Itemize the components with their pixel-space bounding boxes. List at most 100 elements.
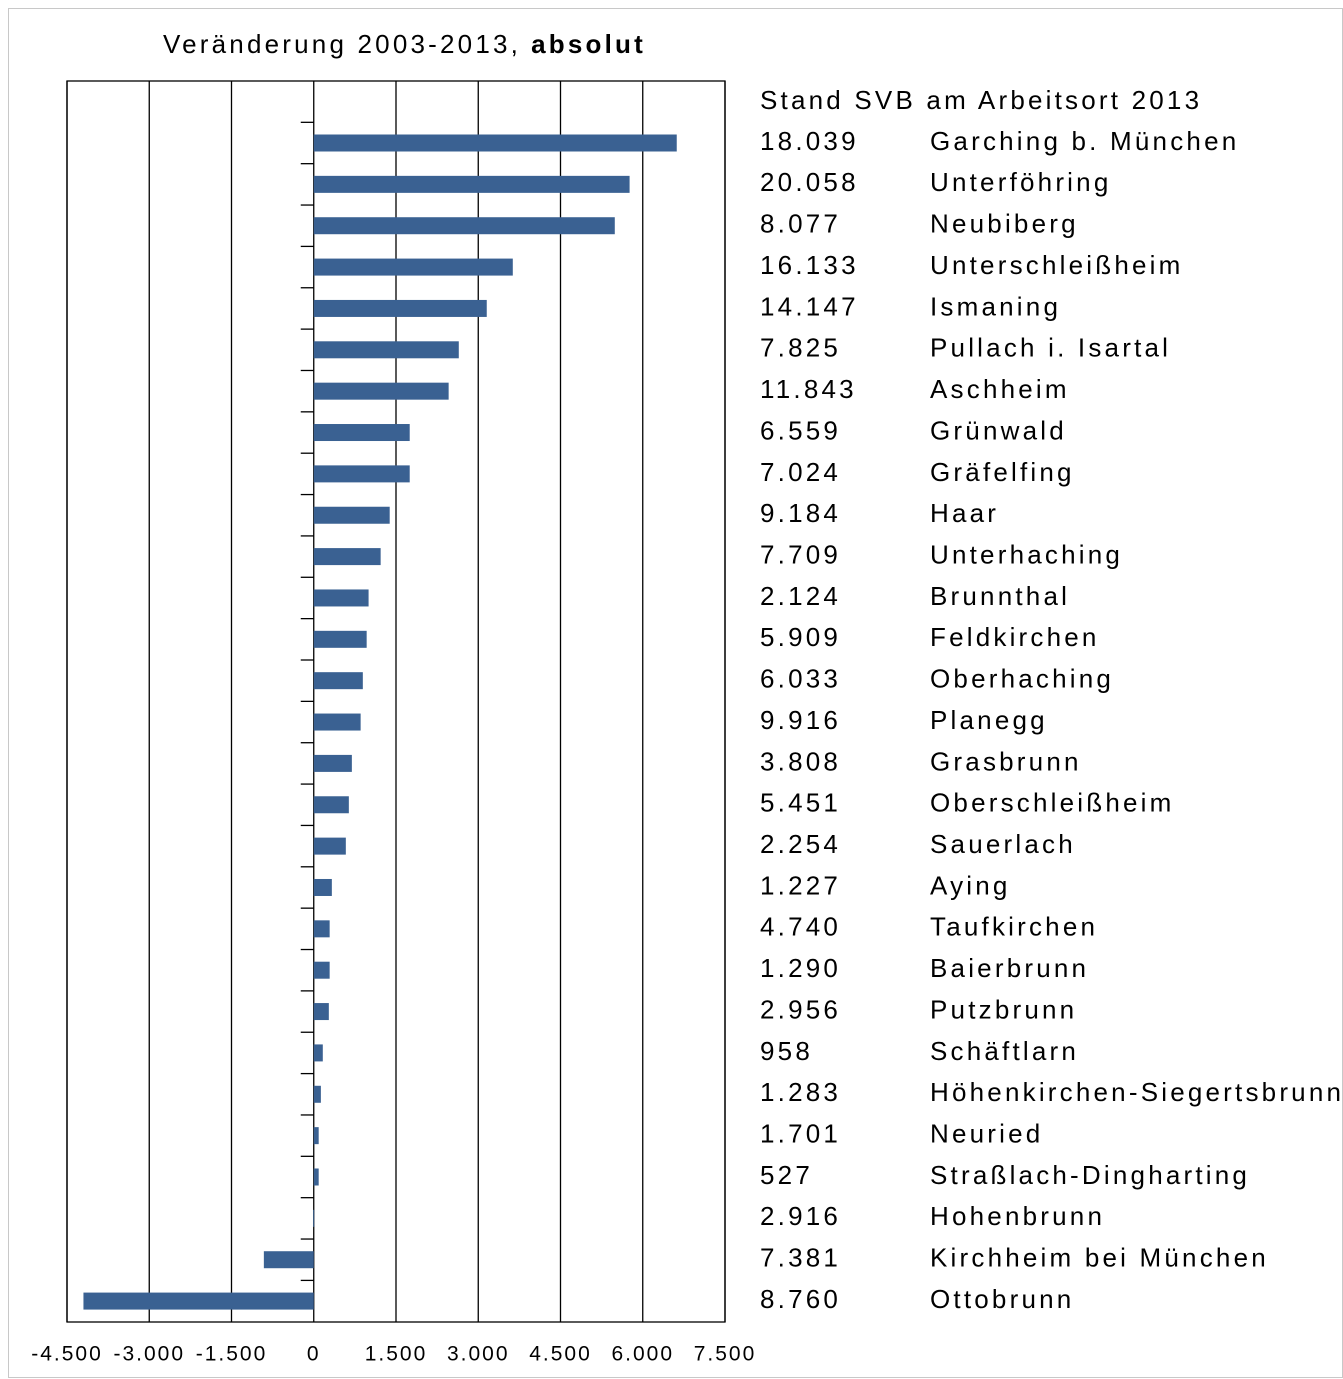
x-tick-label: -1.500: [196, 1343, 268, 1366]
category-label: Aying: [930, 870, 1011, 900]
stand-value: 7.024: [760, 457, 841, 487]
x-tick-label: 0: [307, 1343, 321, 1366]
category-label: Planegg: [930, 705, 1048, 735]
category-label: Garching b. München: [930, 126, 1239, 156]
bar: [313, 299, 487, 317]
stand-value: 7.825: [760, 333, 841, 363]
stand-value: 2.254: [760, 829, 841, 859]
bar: [313, 961, 330, 979]
bar: [313, 1003, 329, 1021]
category-label: Haar: [930, 498, 999, 528]
stand-value: 2.916: [760, 1201, 841, 1231]
table-title: Stand SVB am Arbeitsort 2013: [760, 85, 1202, 115]
category-label: Baierbrunn: [930, 953, 1089, 983]
bar: [313, 341, 459, 359]
category-label: Hohenbrunn: [930, 1201, 1105, 1231]
stand-value: 958: [760, 1036, 813, 1066]
category-label: Gräfelfing: [930, 457, 1075, 487]
category-label: Unterschleißheim: [930, 250, 1184, 280]
bar: [313, 424, 410, 442]
bar: [313, 1044, 323, 1062]
stand-value: 6.033: [760, 664, 841, 694]
category-label: Feldkirchen: [930, 622, 1100, 652]
bar: [313, 506, 390, 524]
stand-value: 5.451: [760, 788, 841, 818]
bar: [313, 589, 369, 607]
bar: [313, 134, 677, 152]
bar: [313, 382, 449, 400]
bar: [313, 1085, 321, 1103]
stand-value: 11.843: [760, 374, 857, 404]
bar: [313, 837, 346, 855]
stand-value: 1.701: [760, 1119, 841, 1149]
stand-value: 2.124: [760, 581, 841, 611]
category-label: Neubiberg: [930, 209, 1079, 239]
category-label: Pullach i. Isartal: [930, 333, 1171, 363]
title-text: Veränderung 2003-2013,: [163, 29, 521, 59]
stand-value: 1.227: [760, 870, 841, 900]
category-label: Oberhaching: [930, 664, 1114, 694]
stand-value: 8.760: [760, 1284, 841, 1314]
category-label: Taufkirchen: [930, 912, 1098, 942]
stand-value: 18.039: [760, 126, 859, 156]
bar: [313, 754, 352, 772]
stand-value: 4.740: [760, 912, 841, 942]
stand-value: 7.381: [760, 1243, 841, 1273]
x-tick-label: 6.000: [611, 1343, 674, 1366]
stand-value: 7.709: [760, 539, 841, 569]
bar: [263, 1251, 314, 1269]
stand-value: 20.058: [760, 167, 859, 197]
category-label: Grünwald: [930, 415, 1067, 445]
stand-value: 2.956: [760, 994, 841, 1024]
bar: [313, 796, 349, 814]
bar: [313, 920, 330, 938]
category-label: Aschheim: [930, 374, 1070, 404]
bar: [313, 1127, 319, 1145]
category-label: Unterföhring: [930, 167, 1111, 197]
bar: [313, 1168, 319, 1186]
stand-value: 1.283: [760, 1077, 841, 1107]
category-label: Schäftlarn: [930, 1036, 1079, 1066]
stand-value: 527: [760, 1160, 813, 1190]
bar: [313, 713, 361, 731]
category-label: Brunnthal: [930, 581, 1070, 611]
bar: [313, 217, 615, 235]
category-label: Putzbrunn: [930, 994, 1077, 1024]
stand-value: 3.808: [760, 746, 841, 776]
stand-value: 8.077: [760, 209, 841, 239]
category-label: Unterhaching: [930, 539, 1123, 569]
x-tick-label: -4.500: [31, 1343, 103, 1366]
bar: [313, 1209, 315, 1227]
bar: [313, 175, 630, 193]
category-label: Neuried: [930, 1119, 1043, 1149]
category-label: Oberschleißheim: [930, 788, 1175, 818]
category-label: Straßlach-Dingharting: [930, 1160, 1250, 1190]
bar: [313, 548, 381, 566]
stand-value: 1.290: [760, 953, 841, 983]
bar: [313, 630, 367, 648]
category-label: Grasbrunn: [930, 746, 1082, 776]
category-label: Kirchheim bei München: [930, 1243, 1269, 1273]
stand-value: 5.909: [760, 622, 841, 652]
stand-value: 14.147: [760, 291, 859, 321]
x-tick-label: 7.500: [694, 1343, 757, 1366]
stand-value: 16.133: [760, 250, 859, 280]
stand-value: 9.184: [760, 498, 841, 528]
stand-value: 9.916: [760, 705, 841, 735]
chart-title: Veränderung 2003-2013, absolut: [163, 29, 646, 59]
category-label: Ottobrunn: [930, 1284, 1074, 1314]
bar: [313, 465, 410, 483]
x-tick-label: 3.000: [447, 1343, 510, 1366]
bar: [313, 672, 363, 690]
x-tick-label: -3.000: [113, 1343, 185, 1366]
x-tick-label: 1.500: [365, 1343, 428, 1366]
x-tick-label: 4.500: [529, 1343, 592, 1366]
bar: [83, 1292, 314, 1310]
category-label: Höhenkirchen-Siegertsbrunn: [930, 1077, 1343, 1107]
bar: [313, 878, 332, 896]
stand-value: 6.559: [760, 415, 841, 445]
title-emphasis: absolut: [531, 29, 646, 59]
bar: [313, 258, 513, 276]
